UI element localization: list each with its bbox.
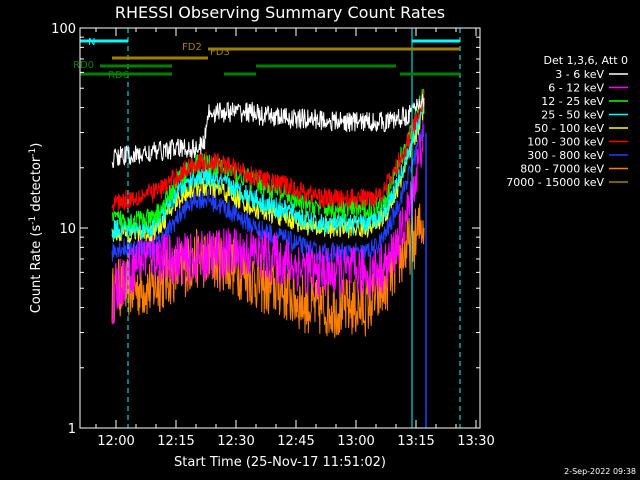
x-tick-label: 12:15: [157, 434, 194, 449]
legend-entry: 6 - 12 keV: [548, 82, 604, 95]
series-line-5: [111, 89, 425, 213]
series-line-0: [111, 94, 425, 169]
x-tick-label: 13:15: [397, 434, 434, 449]
legend-entry: 50 - 100 keV: [534, 122, 604, 135]
legend-entry: 100 - 300 keV: [527, 136, 604, 149]
x-axis: 12:00 12:15 12:30 12:45 13:00 13:15 13:30: [95, 28, 495, 449]
state-label-rd0: RD0: [73, 60, 94, 71]
data-layer: [111, 88, 425, 338]
x-axis-label: Start Time (25-Nov-17 11:51:02): [174, 455, 386, 470]
legend-entry: 25 - 50 keV: [541, 109, 604, 122]
annotation-layer: N FD2 FD3 RD0 RD6: [73, 28, 461, 428]
x-tick-label: 12:00: [97, 434, 134, 449]
x-tick-label: 13:30: [457, 434, 494, 449]
legend-entry: 12 - 25 keV: [541, 95, 604, 108]
y-axis-label: Count Rate (s-1 detector-1): [28, 143, 44, 314]
y-tick-label: 1: [68, 422, 76, 437]
legend-entry: 3 - 6 keV: [555, 68, 604, 81]
series-line-1: [111, 103, 425, 325]
y-tick-label: 10: [59, 222, 76, 237]
x-tick-label: 12:45: [277, 434, 314, 449]
x-tick-label: 12:30: [217, 434, 254, 449]
state-label-fd2: FD2: [182, 42, 202, 53]
state-label-n: N: [88, 37, 95, 48]
legend-entry: 7000 - 15000 keV: [506, 176, 604, 189]
y-tick-label: 100: [51, 22, 76, 37]
y-axis: 1 10 100: [51, 22, 480, 437]
chart-title: RHESSI Observing Summary Count Rates: [115, 3, 445, 22]
x-tick-label: 13:00: [337, 434, 374, 449]
state-label-fd3: FD3: [210, 47, 230, 58]
legend-header: Det 1,3,6, Att 0: [544, 54, 628, 67]
legend-entry: 800 - 7000 keV: [520, 163, 604, 176]
timestamp: 2-Sep-2022 09:38: [564, 467, 636, 476]
legend-entry: 300 - 800 keV: [527, 149, 604, 162]
state-label-rd6: RD6: [108, 70, 129, 81]
